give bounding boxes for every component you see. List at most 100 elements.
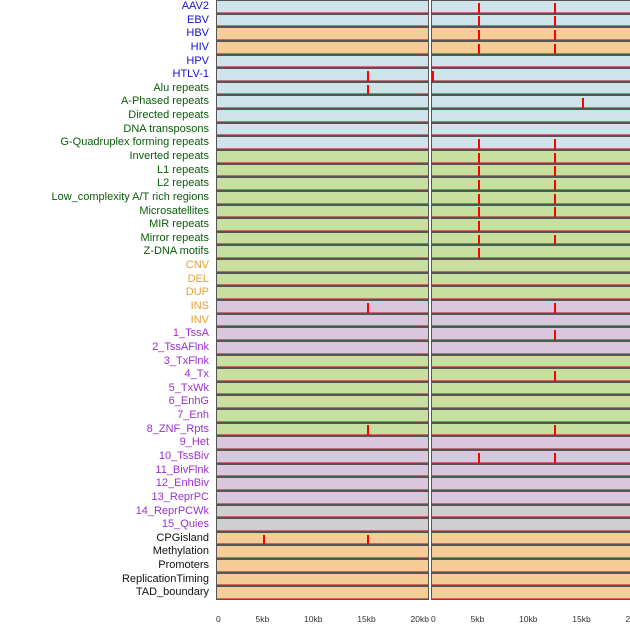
track-panel-right-del xyxy=(431,273,630,287)
track-panel-left-mirror-repeats xyxy=(216,232,429,246)
track-label-3-txflnk: 3_TxFlnk xyxy=(0,355,213,369)
ytick-label-left-l1-repeats xyxy=(203,164,215,178)
ytick-label-right-dna-transposons xyxy=(418,123,430,137)
track-label-mirror-repeats: Mirror repeats xyxy=(0,232,213,246)
track-panel-left-8-znf-rpts xyxy=(216,423,429,437)
signal-spike-right-htlv-1 xyxy=(432,71,434,81)
track-panel-right-ins xyxy=(431,300,630,314)
track-panel-left-promoters xyxy=(216,559,429,573)
track-label-hiv: HIV xyxy=(0,41,213,55)
signal-spike-right-l2-repeats xyxy=(554,180,556,190)
ytick-label-left-cpgisland xyxy=(203,532,215,546)
signal-spike-right-hbv xyxy=(478,30,480,40)
ytick-label-right-hiv xyxy=(418,41,430,55)
ytick-label-right-8-znf-rpts xyxy=(418,423,430,437)
track-label-9-het: 9_Het xyxy=(0,436,213,450)
ytick-label-left-alu-repeats xyxy=(203,82,215,96)
track-label-11-bivflnk: 11_BivFlnk xyxy=(0,464,213,478)
track-label-del: DEL xyxy=(0,273,213,287)
track-panel-left-3-txflnk xyxy=(216,355,429,369)
ytick-label-right-2-tssaflnk xyxy=(418,341,430,355)
track-label-7-enh: 7_Enh xyxy=(0,409,213,423)
ytick-label-right-11-bivflnk xyxy=(418,464,430,478)
ytick-label-left-hpv xyxy=(203,55,215,69)
track-panel-left-g-quadruplex-forming-repeats xyxy=(216,136,429,150)
track-label-6-enhg: 6_EnhG xyxy=(0,395,213,409)
ytick-label-right-directed-repeats xyxy=(418,109,430,123)
track-panel-right-a-phased-repeats xyxy=(431,95,630,109)
signal-spike-right-low-complexity-a-t-rich-regions xyxy=(554,194,556,204)
xtick-left-2: 10kb xyxy=(304,614,322,624)
signal-spike-left-8-znf-rpts xyxy=(367,425,369,435)
ytick-label-right-inverted-repeats xyxy=(418,150,430,164)
ytick-label-left-6-enhg xyxy=(203,395,215,409)
ytick-label-right-ins xyxy=(418,300,430,314)
ytick-label-left-directed-repeats xyxy=(203,109,215,123)
track-panel-left-low-complexity-a-t-rich-regions xyxy=(216,191,429,205)
track-panel-right-hpv xyxy=(431,55,630,69)
track-panel-right-cnv xyxy=(431,259,630,273)
ytick-label-right-hpv xyxy=(418,55,430,69)
track-panel-right-10-tssbiv xyxy=(431,450,630,464)
signal-spike-left-cpgisland xyxy=(263,535,265,545)
track-label-dna-transposons: DNA transposons xyxy=(0,123,213,137)
track-label-1-tssa: 1_TssA xyxy=(0,327,213,341)
ytick-label-left-inv xyxy=(203,314,215,328)
track-panel-left-dup xyxy=(216,286,429,300)
track-label-ebv: EBV xyxy=(0,14,213,28)
track-label-cpgisland: CPGisland xyxy=(0,532,213,546)
track-label-5-txwk: 5_TxWk xyxy=(0,382,213,396)
signal-spike-right-ins xyxy=(554,303,556,313)
signal-spike-right-microsatellites xyxy=(478,207,480,217)
ytick-label-right-methylation xyxy=(418,545,430,559)
ytick-label-right-4-tx xyxy=(418,368,430,382)
track-panel-right-alu-repeats xyxy=(431,82,630,96)
ytick-label-right-l1-repeats xyxy=(418,164,430,178)
track-panel-right-ebv xyxy=(431,14,630,28)
track-label-15-quies: 15_Quies xyxy=(0,518,213,532)
ytick-label-right-replicationtiming xyxy=(418,573,430,587)
ytick-label-right-aav2 xyxy=(418,0,430,14)
track-panel-left-ins xyxy=(216,300,429,314)
track-label-10-tssbiv: 10_TssBiv xyxy=(0,450,213,464)
track-panel-right-htlv-1 xyxy=(431,68,630,82)
ytick-label-left-dup xyxy=(203,286,215,300)
track-label-l1-repeats: L1 repeats xyxy=(0,164,213,178)
ytick-label-right-1-tssa xyxy=(418,327,430,341)
ytick-label-right-hbv xyxy=(418,27,430,41)
track-panel-right-directed-repeats xyxy=(431,109,630,123)
genome-track-panel: AAV2 EBV HBV HIV HPV HTLV-1 Alu repeats A-Phase… xyxy=(0,0,630,630)
ytick-label-right-inv xyxy=(418,314,430,328)
track-panel-right-hiv xyxy=(431,41,630,55)
signal-spike-right-inverted-repeats xyxy=(554,153,556,163)
track-label-inv: INV xyxy=(0,314,213,328)
xtick-right-4: 20kb xyxy=(626,614,630,624)
ytick-label-left-low-complexity-a-t-rich-regions xyxy=(203,191,215,205)
track-panel-left-directed-repeats xyxy=(216,109,429,123)
signal-spike-right-g-quadruplex-forming-repeats xyxy=(554,139,556,149)
track-panel-right-1-tssa xyxy=(431,327,630,341)
ytick-label-left-hiv xyxy=(203,41,215,55)
track-panel-right-4-tx xyxy=(431,368,630,382)
track-panel-right-promoters xyxy=(431,559,630,573)
signal-spike-right-8-znf-rpts xyxy=(554,425,556,435)
xaxis-right: 0 5kb 10kb 15kb 20kb xyxy=(431,614,630,624)
track-label-14-reprpcwk: 14_ReprPCWk xyxy=(0,505,213,519)
ytick-label-right-15-quies xyxy=(418,518,430,532)
track-panel-left-7-enh xyxy=(216,409,429,423)
track-panel-right-replicationtiming xyxy=(431,573,630,587)
track-label-g-quadruplex-forming-repeats: G-Quadruplex forming repeats xyxy=(0,136,213,150)
track-panel-right-microsatellites xyxy=(431,205,630,219)
track-panel-right-9-het xyxy=(431,436,630,450)
signal-spike-right-l1-repeats xyxy=(554,166,556,176)
track-panel-left-microsatellites xyxy=(216,205,429,219)
ytick-label-left-mir-repeats xyxy=(203,218,215,232)
track-label-low-complexity-a-t-rich-regions: Low_complexity A/T rich regions xyxy=(0,191,213,205)
ytick-label-left-10-tssbiv xyxy=(203,450,215,464)
track-panel-left-l1-repeats xyxy=(216,164,429,178)
ytick-label-left-inverted-repeats xyxy=(203,150,215,164)
ytick-label-right-promoters xyxy=(418,559,430,573)
ytick-label-left-3-txflnk xyxy=(203,355,215,369)
track-panel-left-alu-repeats xyxy=(216,82,429,96)
track-panel-right-inverted-repeats xyxy=(431,150,630,164)
